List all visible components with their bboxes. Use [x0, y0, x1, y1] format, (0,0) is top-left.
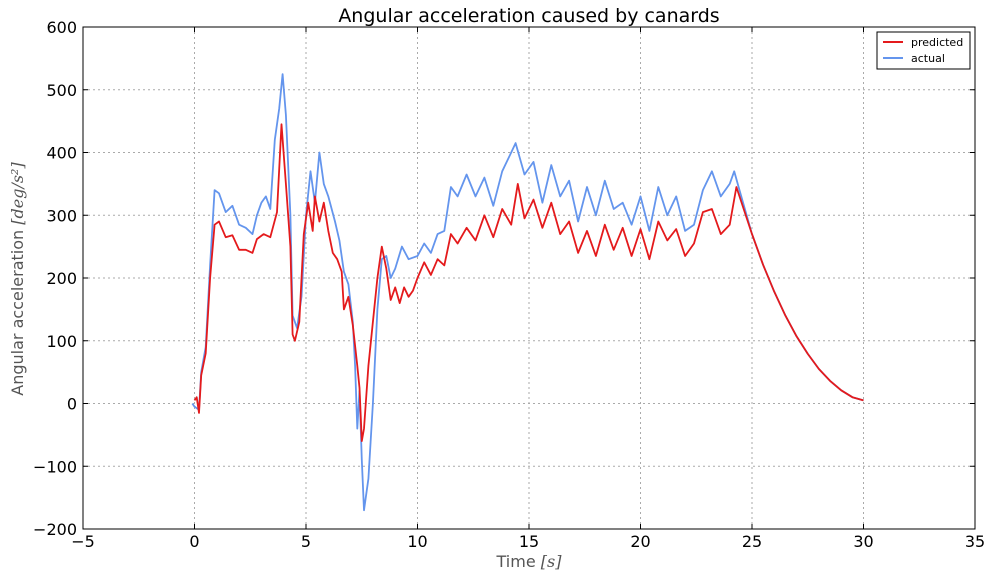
x-tick-label: 15	[519, 532, 539, 551]
legend-label-predicted: predicted	[911, 36, 963, 49]
chart-title: Angular acceleration caused by canards	[338, 5, 719, 27]
series-line-actual	[191, 73, 864, 512]
y-tick-label: 200	[46, 269, 77, 288]
y-axis-label: Angular acceleration [deg/s²]	[8, 162, 27, 396]
x-tick-label: 10	[407, 532, 427, 551]
plot-frame	[82, 26, 976, 530]
y-tick-label: 400	[46, 144, 77, 163]
legend-label-actual: actual	[911, 52, 945, 65]
x-tick-label: 35	[965, 532, 985, 551]
axis-ticks: −5 0 5 10 15 20 25 30 35 −200 −100 0 100 200 300 400 500…	[33, 18, 985, 551]
x-axis-label-unit: [s]	[541, 552, 562, 571]
x-axis-label: Time [s]	[496, 552, 563, 571]
grid	[83, 27, 975, 529]
legend: predicted actual	[876, 31, 971, 70]
y-tick-label: 600	[46, 18, 77, 37]
x-tick-label: 20	[630, 532, 650, 551]
x-axis-label-main: Time	[496, 552, 541, 571]
legend-box	[876, 31, 971, 70]
x-tick-label: 0	[189, 532, 199, 551]
x-tick-label: 5	[301, 532, 311, 551]
y-tick-label: 100	[46, 332, 77, 351]
y-tick-label: −200	[33, 520, 77, 539]
y-tick-label: 500	[46, 81, 77, 100]
plot-area	[191, 73, 864, 512]
series-line-predicted	[193, 123, 864, 442]
y-axis-label-unit: [deg/s²]	[8, 162, 27, 225]
y-axis-label-main: Angular acceleration	[8, 225, 27, 396]
x-tick-label: −5	[71, 532, 95, 551]
y-tick-label: −100	[33, 457, 77, 476]
y-tick-label: 0	[67, 395, 77, 414]
x-tick-label: 30	[853, 532, 873, 551]
y-tick-label: 300	[46, 206, 77, 225]
x-tick-label: 25	[742, 532, 762, 551]
